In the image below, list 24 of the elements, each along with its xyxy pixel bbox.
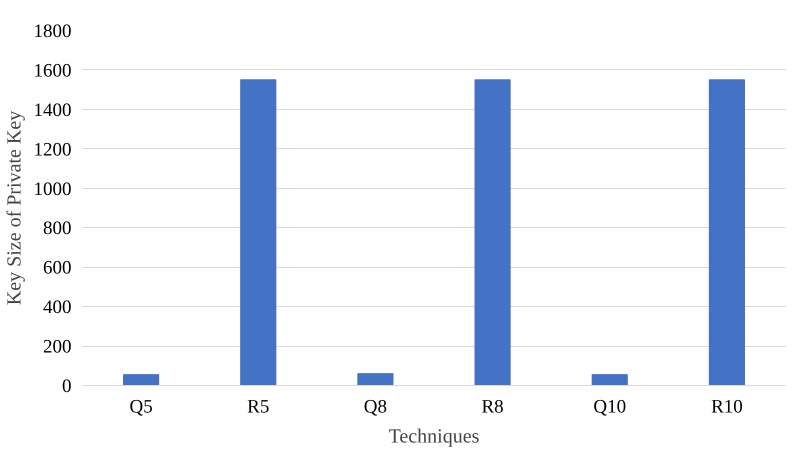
y-tick-label: 1000 bbox=[34, 178, 72, 200]
y-tick-label: 0 bbox=[62, 376, 72, 397]
y-tick-label: 400 bbox=[43, 297, 72, 318]
y-tick-label: 1400 bbox=[34, 100, 72, 121]
bar bbox=[708, 79, 745, 386]
bar bbox=[474, 79, 511, 386]
x-axis-title: Techniques bbox=[388, 426, 480, 448]
y-tick-label: 800 bbox=[43, 218, 72, 240]
y-axis-title: Key Size of Private Key bbox=[4, 110, 26, 306]
x-tick-label: R8 bbox=[481, 396, 504, 418]
y-tick-label: 1800 bbox=[34, 21, 72, 42]
y-tick-label: 1600 bbox=[34, 60, 72, 82]
bar bbox=[123, 374, 160, 386]
x-tick-label: Q5 bbox=[129, 396, 153, 418]
y-tick-label: 200 bbox=[43, 336, 72, 358]
bar bbox=[357, 373, 394, 386]
x-tick-label: R10 bbox=[711, 396, 743, 418]
bar bbox=[592, 374, 628, 386]
y-tick-label: 1200 bbox=[34, 139, 72, 160]
y-tick-label: 600 bbox=[43, 258, 72, 279]
x-tick-label: Q8 bbox=[364, 396, 388, 418]
bar bbox=[240, 79, 276, 386]
x-tick-label: Q10 bbox=[593, 396, 626, 418]
x-tick-label: R5 bbox=[247, 396, 270, 418]
